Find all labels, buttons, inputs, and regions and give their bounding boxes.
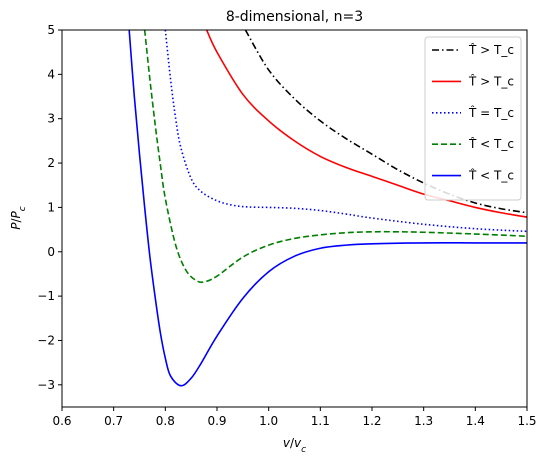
x-tick-label: 0.6 bbox=[52, 414, 71, 428]
x-tick-label: 0.7 bbox=[104, 414, 123, 428]
plot-frame bbox=[61, 29, 528, 408]
x-tick-label: 1.2 bbox=[362, 414, 381, 428]
chart-title: 8-dimensional, n=3 bbox=[226, 9, 363, 25]
legend-label-1: T̂ > T_c bbox=[468, 43, 514, 57]
x-tick-label: 1.3 bbox=[414, 414, 433, 428]
legend-label-5: T̂ < T_c bbox=[468, 168, 514, 182]
y-tick-label: 5 bbox=[47, 23, 55, 37]
legend-label-2: T̂ > T_c bbox=[468, 74, 514, 88]
series-layer bbox=[128, 30, 527, 387]
y-axis-label: P/Pc bbox=[9, 206, 28, 230]
x-tick-label: 0.9 bbox=[207, 414, 226, 428]
x-axis-label: v/vc bbox=[283, 436, 306, 455]
x-tick-label: 1.5 bbox=[517, 414, 536, 428]
y-tick-label: 0 bbox=[47, 245, 55, 259]
y-tick-label: 4 bbox=[47, 67, 55, 81]
series-line-2 bbox=[205, 30, 527, 218]
y-tick-label: −3 bbox=[37, 378, 55, 392]
y-tick-label: −2 bbox=[37, 333, 55, 347]
series-line-5 bbox=[128, 30, 527, 387]
series-line-3 bbox=[164, 30, 527, 233]
x-tick-label: 1.1 bbox=[311, 414, 330, 428]
y-tick-label: −1 bbox=[37, 289, 55, 303]
x-tick-label: 1.4 bbox=[466, 414, 485, 428]
y-tick-label: 1 bbox=[47, 200, 55, 214]
x-tick-label: 1.0 bbox=[259, 414, 278, 428]
series-line-4 bbox=[143, 30, 527, 284]
x-axis: 0.6 0.7 0.8 0.9 1.0 1.1 1.2 1.3 1.4 1.5 bbox=[52, 407, 537, 428]
x-tick-label: 0.8 bbox=[156, 414, 175, 428]
y-tick-label: 3 bbox=[47, 112, 55, 126]
y-axis: −3 −2 −1 0 1 2 3 4 5 bbox=[37, 23, 62, 392]
legend-label-3: T̂ = T_c bbox=[468, 106, 514, 120]
legend: T̂ > T_c T̂ > T_c T̂ = T_c T̂ < T_c T̂ < T_c bbox=[424, 36, 522, 201]
y-tick-label: 2 bbox=[47, 156, 55, 170]
legend-label-4: T̂ < T_c bbox=[468, 137, 514, 151]
legend-frame bbox=[424, 36, 522, 201]
